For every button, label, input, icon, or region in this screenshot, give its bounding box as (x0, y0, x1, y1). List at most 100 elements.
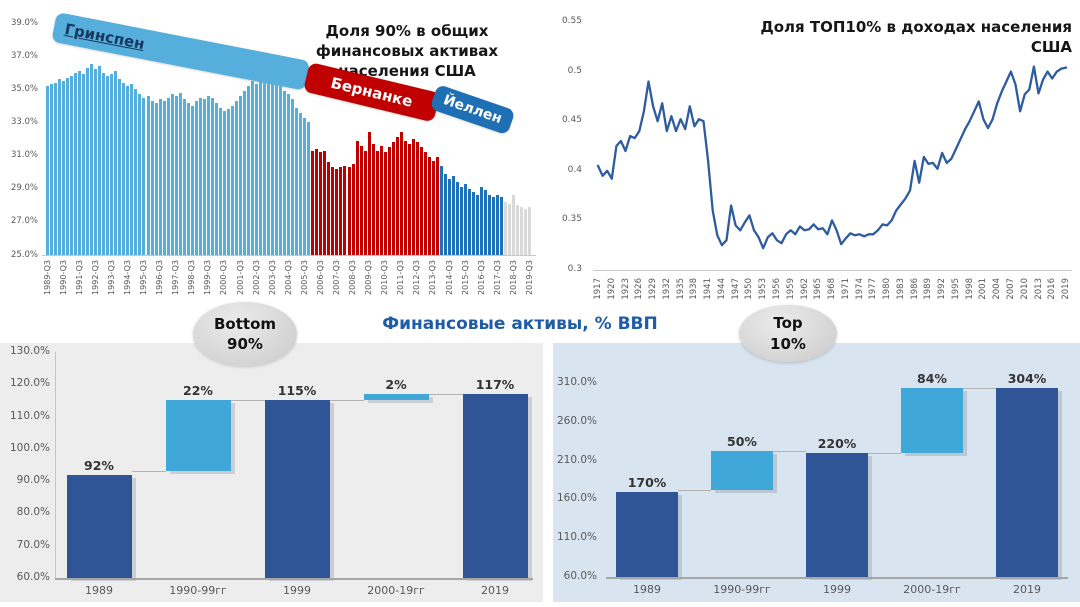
quarter-bar (323, 150, 327, 255)
quarter-bar (110, 74, 114, 255)
quarter-bar (263, 74, 267, 255)
y-tick-label: 33.0% (10, 116, 38, 127)
quarter-bar (134, 89, 138, 255)
connector-line (868, 452, 901, 454)
quarter-bar (415, 142, 419, 255)
y-tick-label: 39.0% (10, 17, 38, 28)
quarter-bar (419, 147, 423, 255)
x-category-label: 1990-99гг (169, 584, 227, 597)
y-tick-label: 0.45 (561, 115, 582, 126)
quarter-bar (387, 147, 391, 255)
bar-value-label: 2% (385, 376, 407, 392)
quarter-bar (512, 195, 516, 255)
x-axis-line (55, 578, 533, 580)
quarter-bar (238, 95, 242, 255)
waterfall-bar (616, 491, 678, 577)
y-tick-label: 31.0% (10, 150, 38, 161)
y-axis-line (55, 351, 56, 578)
quarter-bar (130, 84, 134, 255)
x-axis-line (593, 270, 1072, 271)
quarter-bar (242, 90, 246, 255)
y-tick-label: 60.0% (16, 571, 50, 583)
quarter-bar (331, 167, 335, 255)
quarter-bar (528, 206, 532, 255)
quarter-bar (335, 168, 339, 255)
y-tick-label: 29.0% (10, 183, 38, 194)
bottom90-badge-line1: Bottom (213, 314, 276, 333)
y-tick-label: 210.0% (556, 453, 597, 466)
waterfall-bar (66, 474, 132, 578)
quarter-bar (126, 86, 130, 255)
quarter-bar (62, 81, 66, 255)
quarter-bar (315, 148, 319, 255)
quarter-bar (395, 137, 399, 255)
x-category-label: 2000-19гг (903, 583, 961, 596)
x-category-label: 1989 (633, 583, 661, 596)
quarter-bar (347, 167, 351, 255)
quarter-bar (516, 205, 520, 255)
quarter-bar (423, 152, 427, 255)
y-tick-label: 70.0% (16, 538, 50, 551)
quarter-bar (174, 95, 178, 255)
x-axis-line (606, 577, 1068, 579)
quarter-bar (267, 71, 271, 255)
quarter-bar (492, 197, 496, 255)
quarter-bar (339, 167, 343, 255)
quarter-bar (452, 175, 456, 255)
quarter-bar (307, 122, 311, 255)
y-tick-label: 35.0% (10, 83, 38, 94)
quarter-bar (371, 144, 375, 255)
quarter-bar (90, 64, 94, 255)
quarter-bar (359, 145, 363, 255)
quarter-bar (98, 66, 102, 255)
bar-value-label: 170% (627, 474, 667, 490)
connector-line (963, 387, 996, 389)
chart-title-assets-share: Доля 90% в общих финансовых активах насе… (315, 22, 499, 80)
x-category-label: 2019 (1013, 583, 1041, 596)
x-category-label: 2000-19гг (367, 584, 425, 597)
bar-value-label: 304% (1007, 370, 1047, 386)
x-category-label: 1989 (85, 584, 113, 597)
quarter-bar (66, 77, 70, 255)
quarter-bar (311, 150, 315, 255)
quarter-bar (114, 71, 118, 255)
quarter-bar (295, 107, 299, 255)
quarter-bar (407, 144, 411, 255)
quarter-bar (138, 94, 142, 255)
y-tick-label: 60.0% (563, 570, 597, 582)
quarter-bar (74, 72, 78, 255)
quarter-bar (194, 100, 198, 255)
y-tick-label: 310.0% (556, 376, 597, 388)
y-tick-label: 37.0% (10, 50, 38, 61)
quarter-bar (480, 187, 484, 255)
quarter-bar (343, 165, 347, 255)
waterfall-bar (165, 400, 231, 472)
quarter-bar (251, 81, 255, 255)
quarter-bar (58, 79, 62, 255)
quarter-bar (375, 150, 379, 255)
y-tick-label: 100.0% (9, 441, 50, 454)
quarter-bar (464, 183, 468, 255)
x-category-label: 1990-99гг (713, 583, 771, 596)
quarter-bar (86, 67, 90, 255)
quarter-bar (287, 94, 291, 255)
bar-value-label: 84% (917, 370, 947, 386)
y-tick-label: 80.0% (16, 506, 50, 519)
quarter-bar (508, 203, 512, 255)
quarter-bar (299, 112, 303, 255)
quarter-bar (158, 99, 162, 255)
top10-badge-line2: 10% (770, 334, 806, 353)
quarter-bar (118, 79, 122, 255)
y-tick-label: 0.35 (561, 214, 582, 225)
connector-line (678, 490, 711, 492)
waterfall-bar (462, 393, 528, 578)
quarter-bar (186, 102, 190, 255)
quarter-bar (226, 109, 230, 255)
bar-value-label: 115% (277, 383, 317, 399)
quarter-bar (182, 99, 186, 255)
quarter-bar (230, 105, 234, 255)
x-axis-line (42, 255, 536, 256)
connector-line (773, 451, 806, 453)
